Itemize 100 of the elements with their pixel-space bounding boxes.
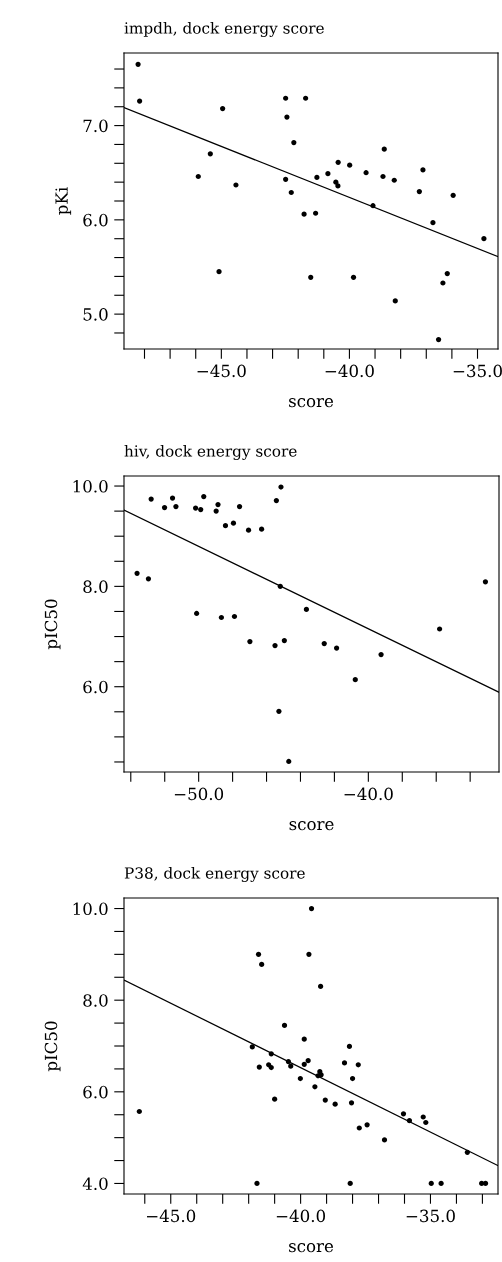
point	[406, 1118, 413, 1124]
x-axis-title: score	[289, 1243, 334, 1253]
point	[437, 626, 443, 632]
point	[303, 606, 310, 613]
point	[352, 677, 358, 683]
point	[420, 167, 426, 173]
point	[308, 905, 315, 912]
point	[222, 523, 229, 529]
y-axis-title: pIC50	[44, 1021, 61, 1072]
point	[355, 1062, 361, 1068]
point	[259, 526, 265, 532]
point	[381, 1137, 388, 1143]
point	[173, 504, 179, 510]
point	[216, 269, 222, 275]
point	[135, 61, 141, 67]
point	[450, 192, 456, 198]
x-axis-title: score	[289, 821, 334, 831]
y-tick-label: 4.0	[82, 1177, 108, 1191]
y-tick-label: 7.0	[83, 119, 108, 133]
y-tick-label: 5.0	[83, 308, 108, 321]
point	[284, 114, 290, 120]
chart-title: hiv, dock energy score	[124, 444, 297, 460]
point	[301, 1036, 307, 1042]
point	[283, 176, 289, 182]
point	[278, 484, 284, 490]
point	[430, 220, 436, 226]
point	[220, 106, 226, 112]
point	[268, 1064, 274, 1071]
point	[423, 1119, 429, 1126]
point	[276, 708, 282, 714]
point	[428, 1180, 434, 1187]
point	[332, 1101, 338, 1107]
point	[435, 336, 442, 343]
point	[378, 652, 384, 658]
point	[318, 983, 324, 990]
point	[286, 758, 292, 765]
point	[313, 210, 319, 216]
point	[346, 1043, 353, 1050]
y-tick-label: 6.0	[83, 213, 108, 227]
point	[268, 1051, 274, 1057]
point	[288, 189, 294, 196]
point	[440, 280, 446, 286]
point	[464, 1149, 470, 1155]
y-tick-label: 8.0	[83, 994, 108, 1007]
y-axis-title: pKi	[55, 187, 72, 215]
point	[193, 505, 199, 511]
point	[213, 508, 219, 514]
point	[272, 1096, 278, 1102]
point	[198, 507, 204, 513]
point	[334, 645, 340, 651]
x-tick-label: −40.0	[276, 1209, 326, 1223]
point	[169, 495, 176, 501]
point	[341, 1060, 348, 1066]
point	[482, 1180, 489, 1187]
point	[161, 505, 168, 511]
x-tick-label: −45.0	[197, 364, 246, 378]
chart-title: impdh, dock energy score	[124, 21, 324, 37]
point	[201, 493, 207, 500]
point	[145, 576, 152, 582]
point	[230, 520, 237, 526]
point	[347, 162, 353, 168]
point	[281, 1022, 288, 1028]
point	[283, 95, 289, 101]
point	[335, 159, 341, 165]
point	[482, 579, 489, 585]
point	[308, 274, 314, 280]
point	[350, 274, 357, 280]
point	[236, 504, 243, 510]
point	[306, 951, 312, 957]
point	[288, 1063, 294, 1069]
point	[301, 211, 307, 217]
x-tick-label: −45.0	[146, 1209, 196, 1223]
y-tick-label: 6.0	[83, 680, 108, 694]
point	[256, 1064, 262, 1070]
point	[245, 527, 252, 533]
point	[249, 1044, 255, 1050]
point	[305, 1058, 311, 1064]
point	[207, 151, 213, 157]
point	[392, 298, 398, 304]
x-tick-label: −50.0	[174, 787, 224, 801]
point	[273, 497, 279, 504]
point	[391, 177, 397, 183]
x-tick-label: −40.0	[325, 364, 374, 378]
point	[136, 1108, 142, 1115]
y-tick-label: 10.0	[73, 902, 108, 916]
point	[218, 614, 224, 621]
point	[347, 1180, 353, 1187]
point	[254, 1180, 260, 1187]
point	[381, 146, 387, 152]
point	[259, 961, 265, 968]
point	[400, 1111, 407, 1117]
point	[233, 182, 239, 188]
point	[272, 642, 278, 649]
point	[312, 1084, 318, 1090]
point	[444, 270, 450, 277]
point	[134, 570, 140, 576]
point	[148, 496, 154, 502]
point	[322, 1097, 328, 1103]
point	[137, 98, 143, 104]
point	[247, 638, 253, 645]
